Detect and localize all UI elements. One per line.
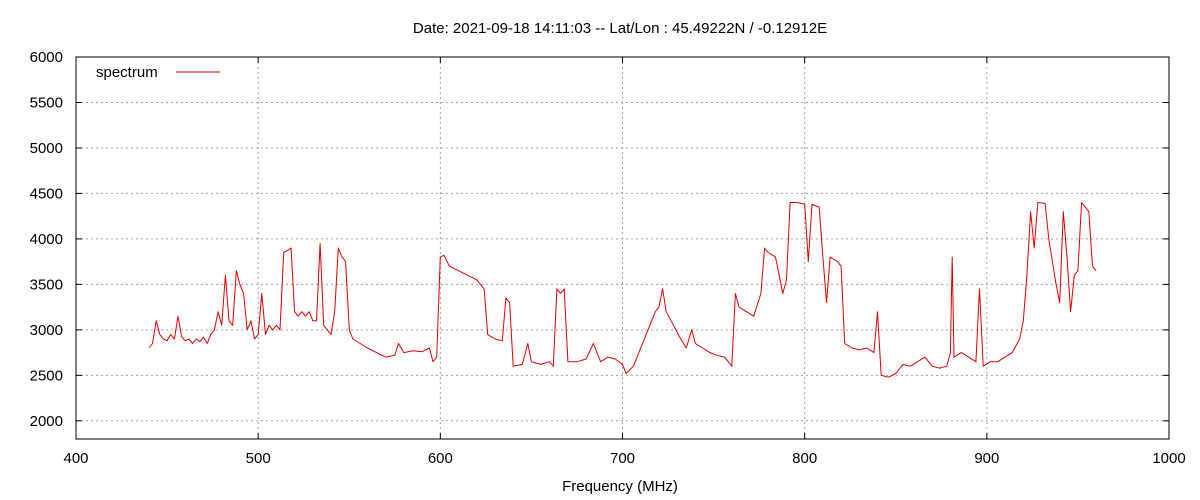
x-tick-label: 500	[246, 450, 271, 467]
legend: spectrum	[96, 64, 220, 81]
axis-ticks: 400 500 600 700 800 900 1000 2000 2500 3000 3500 40…	[30, 49, 1186, 467]
x-tick-label: 800	[792, 450, 817, 467]
y-tick-label: 4000	[30, 231, 63, 248]
y-tick-label: 3000	[30, 322, 63, 339]
y-tick-label: 5000	[30, 140, 63, 157]
y-tick-label: 5500	[30, 94, 63, 111]
x-tick-label: 1000	[1152, 450, 1185, 467]
y-tick-label: 6000	[30, 49, 63, 66]
y-tick-label: 2000	[30, 413, 63, 430]
plot-frame	[75, 56, 1170, 440]
y-tick-label: 3500	[30, 276, 63, 293]
legend-label: spectrum	[96, 64, 158, 81]
x-tick-label: 700	[610, 450, 635, 467]
x-tick-label: 900	[974, 450, 999, 467]
grid-lines	[76, 57, 1169, 439]
x-tick-label: 400	[63, 450, 88, 467]
x-axis-label: Frequency (MHz)	[562, 478, 678, 495]
x-tick-label: 600	[428, 450, 453, 467]
series-layer	[148, 202, 1097, 378]
y-tick-label: 2500	[30, 367, 63, 384]
y-tick-label: 4500	[30, 185, 63, 202]
chart-title: Date: 2021-09-18 14:11:03 -- Lat/Lon : 4…	[413, 20, 827, 37]
series-line-spectrum	[148, 202, 1097, 378]
